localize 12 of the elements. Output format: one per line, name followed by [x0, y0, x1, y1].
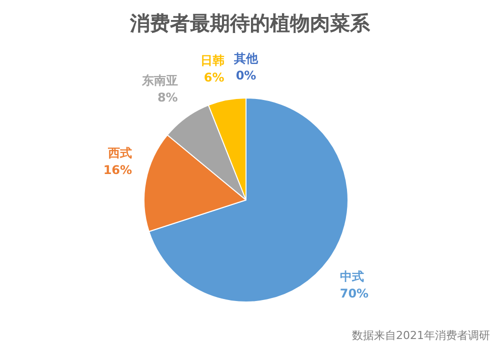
data-label: 70% — [340, 286, 369, 301]
text: 数据来自2021年消费者调研 — [352, 329, 490, 342]
chart-title: 消费者最期待的植物肉菜系 — [129, 11, 371, 35]
category-label: 其他 — [234, 52, 258, 66]
slice-label: 中式 — [340, 270, 364, 284]
text: 0% — [236, 68, 256, 82]
data-label: 8% — [157, 90, 178, 105]
data-label: 6% — [204, 70, 224, 85]
slice-label: 东南亚 — [140, 74, 178, 88]
data-label: 16% — [103, 162, 132, 177]
slice-label: 西式 — [107, 146, 132, 160]
slice-label: 日韩 — [200, 54, 224, 68]
